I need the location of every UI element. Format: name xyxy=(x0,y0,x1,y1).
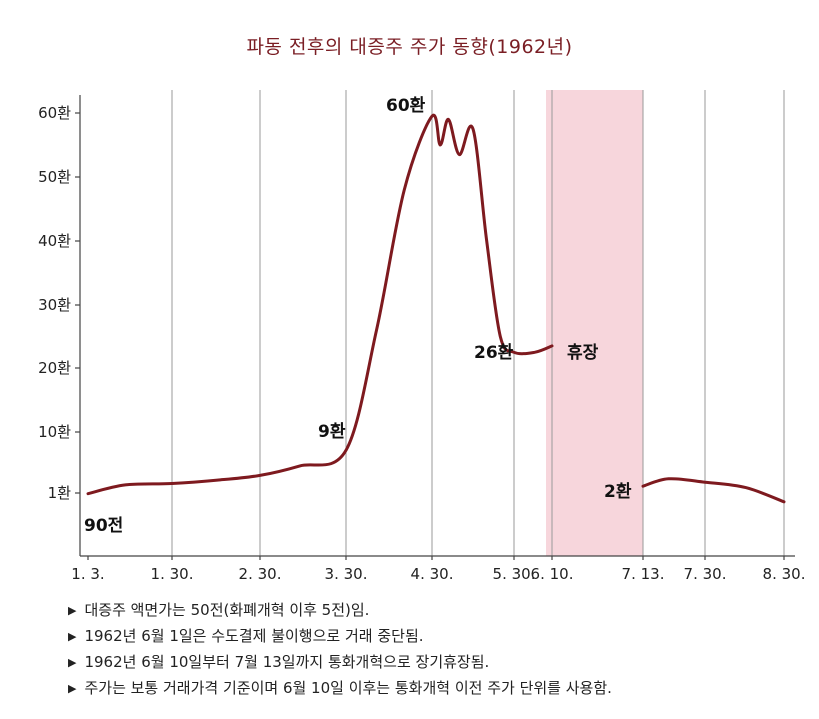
footnote-item: ▶ 1962년 6월 1일은 수도결제 불이행으로 거래 중단됨. xyxy=(68,624,612,650)
footnote-text: 주가는 보통 거래가격 기준이며 6월 10일 이후는 통화개혁 이전 주가 단… xyxy=(84,679,612,697)
suspension-shade-layer xyxy=(546,90,643,556)
y-tick-label: 40환 xyxy=(38,232,71,250)
x-tick-label: 7. 30. xyxy=(684,565,727,583)
suspension-shade xyxy=(546,90,643,556)
vertical-grid xyxy=(171,90,785,556)
x-tick-label: 2. 30. xyxy=(239,565,282,583)
annotation-label: 휴장 xyxy=(567,342,599,363)
price-lines xyxy=(86,113,786,504)
y-tick-label: 10환 xyxy=(38,423,71,441)
footnote-text: 1962년 6월 1일은 수도결제 불이행으로 거래 중단됨. xyxy=(84,627,424,645)
footnote-item: ▶ 1962년 6월 10일부터 7월 13일까지 통화개혁으로 장기휴장됨. xyxy=(68,650,612,676)
footnote-item: ▶ 대증주 액면가는 50전(화폐개혁 이후 5전)임. xyxy=(68,598,612,624)
footnote-text: 1962년 6월 10일부터 7월 13일까지 통화개혁으로 장기휴장됨. xyxy=(84,653,490,671)
y-tick-label: 60환 xyxy=(38,104,71,122)
annotation-label: 26환 xyxy=(474,343,514,363)
x-tick-label: 7. 13. xyxy=(622,565,665,583)
footnote-item: ▶ 주가는 보통 거래가격 기준이며 6월 10일 이후는 통화개혁 이전 주가 … xyxy=(68,676,612,702)
triangle-bullet-icon: ▶ xyxy=(68,630,77,643)
triangle-bullet-icon: ▶ xyxy=(68,682,77,695)
y-tick-label: 1환 xyxy=(48,484,72,502)
axes: 1환 10환 20환 30환 40환 50환 60환 1. 3. 1. 30. 2. 30. 3. … xyxy=(38,95,805,583)
annotation-label: 90전 xyxy=(84,516,123,536)
x-tick-label: 4. 30. xyxy=(411,565,454,583)
annotation-label: 60환 xyxy=(386,96,426,116)
annotation-label: 9환 xyxy=(318,422,346,442)
x-tick-label: 8. 30. xyxy=(763,565,806,583)
y-tick-label: 50환 xyxy=(38,168,71,186)
triangle-bullet-icon: ▶ xyxy=(68,656,77,669)
triangle-bullet-icon: ▶ xyxy=(68,604,77,617)
x-tick-label: 1. 3. xyxy=(71,565,104,583)
annotations: 90전 9환 60환 26환 휴장 2환 xyxy=(84,96,632,536)
footnotes: ▶ 대증주 액면가는 50전(화폐개혁 이후 5전)임. ▶ 1962년 6월 1일… xyxy=(68,598,612,702)
y-tick-label: 20환 xyxy=(38,359,71,377)
price-chart: 1환 10환 20환 30환 40환 50환 60환 1. 3. 1. 30. 2. 30. 3. … xyxy=(38,90,805,583)
price-line-after-resumption xyxy=(641,477,786,504)
annotation-label: 2환 xyxy=(604,482,632,502)
x-tick-label: 6. 10. xyxy=(531,565,574,583)
footnote-text: 대증주 액면가는 50전(화폐개혁 이후 5전)임. xyxy=(84,601,370,619)
x-tick-label: 1. 30. xyxy=(151,565,194,583)
x-tick-label: 5. 30. xyxy=(493,565,536,583)
x-tick-label: 3. 30. xyxy=(325,565,368,583)
chart-title: 파동 전후의 대증주 주가 동향(1962년) xyxy=(246,36,573,58)
y-tick-label: 30환 xyxy=(38,296,71,314)
price-line-before-suspension xyxy=(86,113,554,496)
